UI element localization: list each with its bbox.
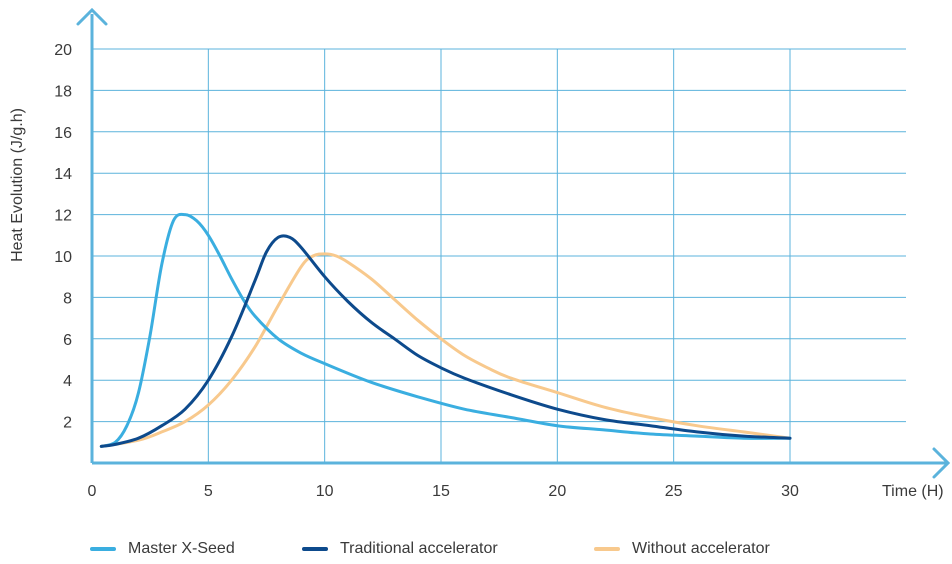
legend-label-master-x-seed: Master X-Seed (128, 540, 235, 557)
x-tick-label-25: 25 (665, 483, 683, 500)
y-tick-label-12: 12 (54, 208, 72, 225)
x-tick-label-15: 15 (432, 483, 450, 500)
x-tick-label-10: 10 (316, 483, 334, 500)
legend: Master X-Seed Traditional accelerator Wi… (0, 540, 952, 564)
y-tick-labels: 2 4 6 8 10 12 14 16 18 20 (54, 42, 72, 432)
y-tick-label-18: 18 (54, 83, 72, 100)
x-tick-labels: 0 5 10 15 20 25 30 (88, 483, 799, 500)
y-tick-label-2: 2 (63, 415, 72, 432)
y-axis-arrow-icon (76, 7, 108, 26)
legend-label-without-accelerator: Without accelerator (632, 540, 770, 557)
legend-swatch-without-accelerator (594, 547, 620, 551)
y-tick-label-6: 6 (63, 332, 72, 349)
legend-swatch-traditional-accelerator (302, 547, 328, 551)
legend-item-master-x-seed: Master X-Seed (90, 540, 235, 558)
x-tick-label-20: 20 (548, 483, 566, 500)
series-line-traditional-accelerator (99, 234, 792, 448)
legend-label-traditional-accelerator: Traditional accelerator (340, 540, 498, 557)
y-axis-title: Heat Evolution (J/g.h) (9, 108, 26, 262)
x-tick-label-30: 30 (781, 483, 799, 500)
chart: 0 5 10 15 20 25 30 2 4 6 8 10 12 14 16 18 20 Time (H) H… (9, 7, 951, 500)
series-line-master-x-seed (99, 212, 792, 448)
series-lines (99, 212, 792, 448)
legend-swatch-master-x-seed (90, 547, 116, 551)
legend-item-without-accelerator: Without accelerator (594, 540, 770, 558)
y-tick-label-20: 20 (54, 42, 72, 59)
x-axis-title: Time (H) (882, 483, 944, 500)
y-tick-label-16: 16 (54, 125, 72, 142)
y-tick-label-10: 10 (54, 249, 72, 266)
axes (76, 7, 951, 479)
x-axis-arrow-icon (932, 447, 951, 479)
x-tick-label-0: 0 (88, 483, 97, 500)
legend-item-traditional-accelerator: Traditional accelerator (302, 540, 498, 558)
y-tick-label-4: 4 (63, 373, 72, 390)
y-tick-label-14: 14 (54, 166, 72, 183)
x-tick-label-5: 5 (204, 483, 213, 500)
y-tick-label-8: 8 (63, 290, 72, 307)
series-line-without-accelerator (99, 252, 792, 448)
